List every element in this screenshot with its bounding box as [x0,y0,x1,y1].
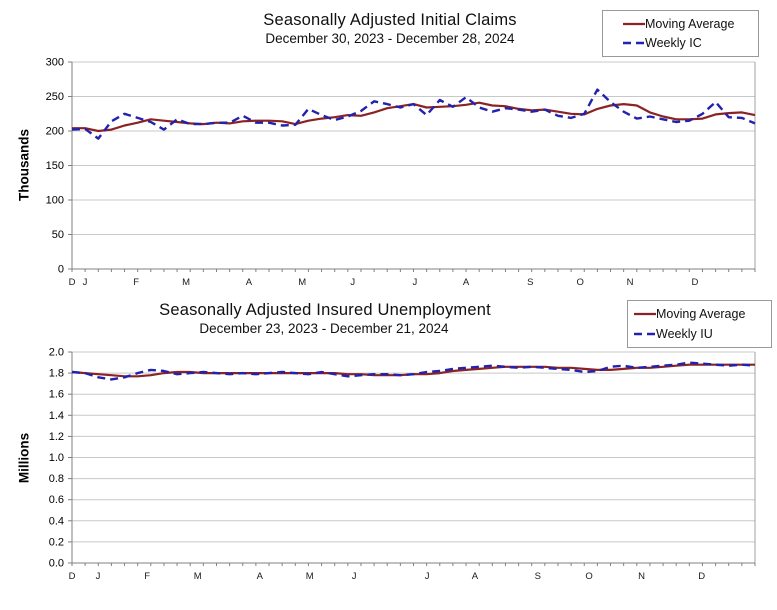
svg-text:150: 150 [46,160,64,172]
svg-text:N: N [638,571,645,582]
svg-text:0.6: 0.6 [49,494,64,506]
svg-text:D: D [69,571,76,582]
svg-text:M: M [182,277,190,288]
svg-text:M: M [298,277,306,288]
svg-text:0.4: 0.4 [49,515,64,527]
svg-text:300: 300 [46,57,64,69]
insured-unemployment-y-axis-label: Millions [16,432,32,484]
svg-text:0.8: 0.8 [49,473,64,485]
svg-text:2.0: 2.0 [49,347,64,359]
svg-text:200: 200 [46,126,64,138]
svg-text:S: S [527,277,533,288]
svg-text:D: D [69,277,76,288]
svg-text:M: M [194,571,202,582]
legend-item-weekly-iu: Weekly IU [628,327,771,341]
legend-item-moving-average: Moving Average [603,17,758,31]
svg-text:A: A [463,277,470,288]
insured-unemployment-subtitle: December 23, 2023 - December 21, 2024 [199,321,449,336]
svg-text:0: 0 [58,264,64,276]
svg-text:J: J [83,277,88,288]
moving-average-line-icon [623,22,645,25]
initial-claims-title: Seasonally Adjusted Initial Claims [263,11,517,29]
insured-unemployment-title: Seasonally Adjusted Insured Unemployment [159,301,491,319]
svg-text:F: F [133,277,139,288]
svg-text:0.0: 0.0 [49,558,64,570]
svg-text:D: D [691,277,698,288]
svg-text:50: 50 [52,229,64,241]
legend-item-weekly-ic: Weekly IC [603,36,758,50]
svg-text:D: D [698,571,705,582]
svg-text:100: 100 [46,195,64,207]
legend-label-moving-average: Moving Average [656,307,746,321]
svg-text:J: J [425,571,430,582]
svg-text:A: A [246,277,253,288]
svg-text:N: N [627,277,634,288]
svg-text:1.2: 1.2 [49,431,64,443]
svg-text:S: S [535,571,541,582]
legend-label-moving-average: Moving Average [645,16,735,31]
initial-claims-subtitle: December 30, 2023 - December 28, 2024 [265,31,515,46]
svg-text:J: J [350,277,355,288]
svg-text:250: 250 [46,91,64,103]
moving-average-line-icon [634,312,656,316]
svg-text:F: F [144,571,150,582]
svg-text:0.2: 0.2 [49,536,64,548]
svg-text:J: J [412,277,417,288]
svg-text:1.8: 1.8 [49,368,64,380]
svg-text:1.6: 1.6 [49,389,64,401]
legend-label-weekly-iu: Weekly IU [656,327,713,341]
svg-text:A: A [257,571,264,582]
svg-text:J: J [352,571,357,582]
svg-text:O: O [585,571,592,582]
svg-text:1.4: 1.4 [49,410,64,422]
svg-text:J: J [96,571,101,582]
legend-label-weekly-ic: Weekly IC [645,36,702,51]
svg-text:M: M [306,571,314,582]
legend-item-moving-average: Moving Average [628,307,771,321]
weekly-dashed-line-icon [623,42,645,45]
initial-claims-y-axis-label: Thousands [16,128,32,202]
svg-text:A: A [472,571,479,582]
svg-text:O: O [576,277,583,288]
insured-unemployment-legend: Moving Average Weekly IU [627,300,772,348]
weekly-dashed-line-icon [634,332,656,336]
svg-text:1.0: 1.0 [49,452,64,464]
initial-claims-legend: Moving Average Weekly IC [602,10,759,57]
